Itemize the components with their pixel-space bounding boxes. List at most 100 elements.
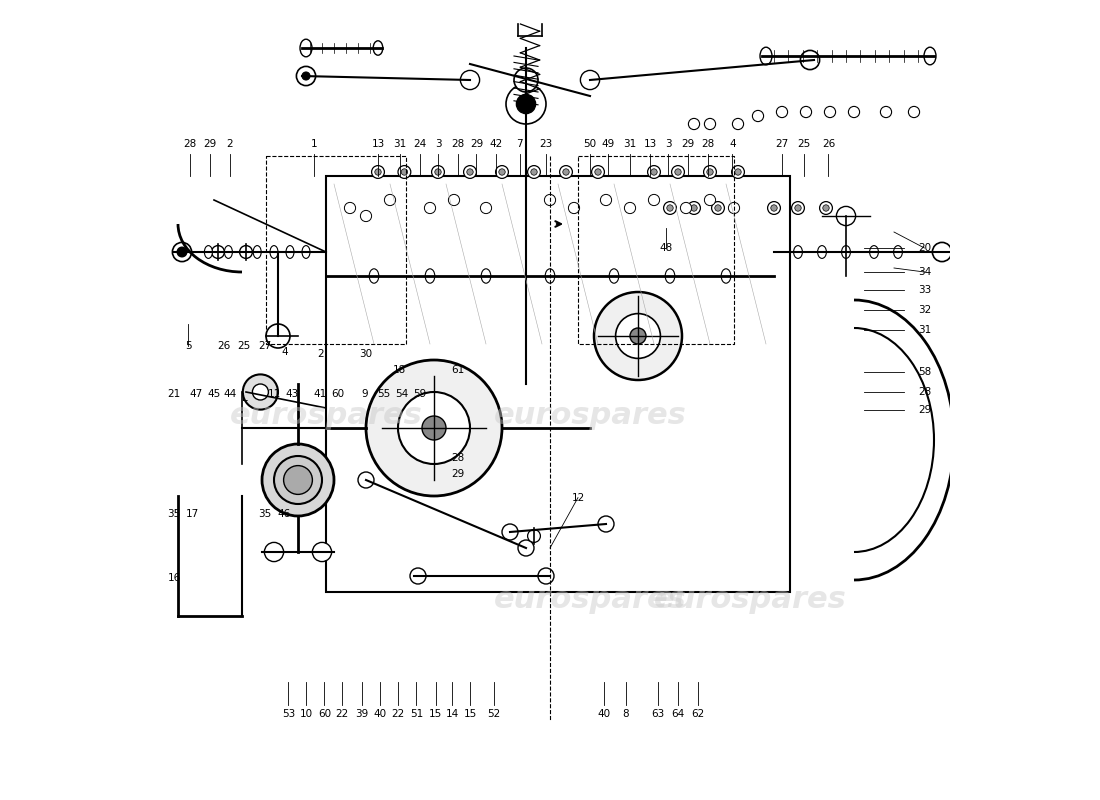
Text: 60: 60 <box>318 710 331 719</box>
Circle shape <box>361 210 372 222</box>
Text: 34: 34 <box>917 267 931 277</box>
Circle shape <box>296 66 316 86</box>
Ellipse shape <box>426 269 434 283</box>
Circle shape <box>243 374 278 410</box>
Circle shape <box>538 568 554 584</box>
Circle shape <box>688 202 701 214</box>
Ellipse shape <box>924 47 936 65</box>
Circle shape <box>284 466 312 494</box>
Text: 12: 12 <box>571 493 584 502</box>
Text: 41: 41 <box>314 389 327 398</box>
Ellipse shape <box>870 246 879 258</box>
Text: 17: 17 <box>186 510 199 519</box>
Circle shape <box>274 456 322 504</box>
Text: 13: 13 <box>644 139 657 149</box>
Circle shape <box>630 328 646 344</box>
Text: 10: 10 <box>299 710 312 719</box>
Circle shape <box>598 516 614 532</box>
Text: 31: 31 <box>393 139 406 149</box>
Circle shape <box>506 84 546 124</box>
Circle shape <box>752 110 763 122</box>
Circle shape <box>648 166 660 178</box>
Circle shape <box>384 194 396 206</box>
Text: 26: 26 <box>217 341 230 350</box>
Circle shape <box>880 106 892 118</box>
Circle shape <box>422 416 446 440</box>
Circle shape <box>514 68 538 92</box>
Circle shape <box>581 70 600 90</box>
Circle shape <box>302 72 310 80</box>
Text: 40: 40 <box>373 710 386 719</box>
Text: 28: 28 <box>701 139 714 149</box>
Ellipse shape <box>300 39 312 57</box>
Text: 13: 13 <box>372 139 385 149</box>
Ellipse shape <box>270 246 278 258</box>
Ellipse shape <box>370 269 378 283</box>
Circle shape <box>704 166 716 178</box>
Bar <box>326 176 790 592</box>
Text: 33: 33 <box>917 286 931 295</box>
Text: 4: 4 <box>282 347 288 357</box>
Circle shape <box>358 472 374 488</box>
Text: 29: 29 <box>470 139 483 149</box>
Text: eurospares: eurospares <box>494 586 686 614</box>
Ellipse shape <box>253 246 261 258</box>
Circle shape <box>431 166 444 178</box>
Circle shape <box>704 194 716 206</box>
Text: 53: 53 <box>282 710 295 719</box>
Circle shape <box>528 166 540 178</box>
Text: 31: 31 <box>917 326 931 335</box>
Circle shape <box>771 205 778 211</box>
Ellipse shape <box>609 269 619 283</box>
Circle shape <box>502 524 518 540</box>
Text: 1: 1 <box>310 139 317 149</box>
Circle shape <box>601 194 612 206</box>
Circle shape <box>733 118 744 130</box>
Circle shape <box>449 194 460 206</box>
Text: 3: 3 <box>434 139 441 149</box>
Text: 9: 9 <box>361 389 367 398</box>
Circle shape <box>518 540 534 556</box>
Text: 52: 52 <box>487 710 500 719</box>
Circle shape <box>674 169 681 175</box>
Text: 64: 64 <box>671 710 684 719</box>
Circle shape <box>691 205 697 211</box>
Text: 49: 49 <box>602 139 615 149</box>
Text: 58: 58 <box>917 367 931 377</box>
Circle shape <box>848 106 859 118</box>
Circle shape <box>592 166 604 178</box>
Circle shape <box>651 169 657 175</box>
Circle shape <box>516 94 536 114</box>
Ellipse shape <box>760 47 772 65</box>
Circle shape <box>372 166 384 178</box>
Text: eurospares: eurospares <box>230 402 422 430</box>
Ellipse shape <box>817 246 826 258</box>
Text: 14: 14 <box>446 710 459 719</box>
Circle shape <box>801 106 812 118</box>
Text: 40: 40 <box>597 710 611 719</box>
Ellipse shape <box>722 269 730 283</box>
Circle shape <box>820 202 833 214</box>
Circle shape <box>732 166 745 178</box>
Circle shape <box>466 169 473 175</box>
Text: 51: 51 <box>410 710 424 719</box>
Circle shape <box>262 444 334 516</box>
Ellipse shape <box>224 246 232 258</box>
Text: 21: 21 <box>167 389 180 398</box>
Circle shape <box>715 205 722 211</box>
Circle shape <box>425 202 436 214</box>
Circle shape <box>836 206 856 226</box>
Text: 29: 29 <box>681 139 694 149</box>
Ellipse shape <box>842 246 850 258</box>
Text: 50: 50 <box>583 139 596 149</box>
Text: 35: 35 <box>257 510 271 519</box>
Circle shape <box>704 118 716 130</box>
Circle shape <box>735 169 741 175</box>
Ellipse shape <box>302 246 310 258</box>
Text: 25: 25 <box>236 341 250 350</box>
Text: 27: 27 <box>776 139 789 149</box>
Circle shape <box>792 202 804 214</box>
Circle shape <box>398 166 410 178</box>
Circle shape <box>498 169 505 175</box>
Circle shape <box>933 242 952 262</box>
